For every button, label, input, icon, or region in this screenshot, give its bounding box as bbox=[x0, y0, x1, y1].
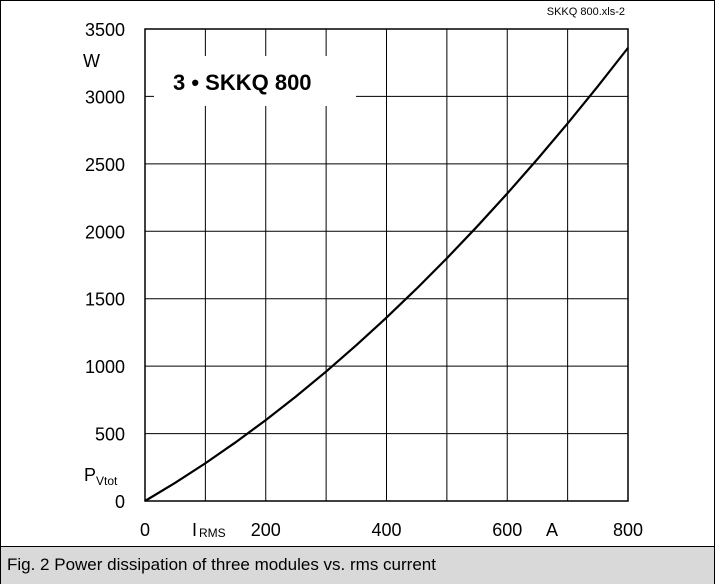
x-tick-label: 800 bbox=[613, 520, 643, 540]
y-axis-label: PVtot bbox=[84, 465, 118, 488]
source-label: SKKQ 800.xls-2 bbox=[547, 6, 625, 18]
y-tick-label: 1000 bbox=[85, 357, 125, 377]
series-line bbox=[144, 47, 629, 502]
y-tick-label: 2000 bbox=[85, 222, 125, 242]
x-tick-label: 400 bbox=[371, 520, 401, 540]
y-axis-unit: W bbox=[83, 51, 100, 71]
x-axis-label: I RMS bbox=[192, 520, 226, 540]
x-axis-unit: A bbox=[546, 520, 558, 540]
tick-labels: 0 500 1000 1500 2000 2500 3000 3500 0 200 400 600 80… bbox=[85, 20, 643, 540]
x-axis-symbol: I bbox=[192, 520, 197, 540]
chart: 0 500 1000 1500 2000 2500 3000 3500 0 200 400 600 80… bbox=[83, 6, 643, 540]
x-tick-label: 0 bbox=[140, 520, 150, 540]
series-layer bbox=[144, 47, 629, 502]
plot-area bbox=[144, 28, 629, 502]
y-tick-label: 3000 bbox=[85, 87, 125, 107]
y-tick-label: 500 bbox=[95, 425, 125, 445]
inset-title: 3 • SKKQ 800 bbox=[173, 70, 312, 95]
y-tick-label: 1500 bbox=[85, 290, 125, 310]
y-tick-label: 0 bbox=[115, 492, 125, 512]
y-tick-label: 3500 bbox=[85, 20, 125, 40]
figure-caption: Fig. 2 Power dissipation of three module… bbox=[7, 555, 436, 574]
caption-box: Fig. 2 Power dissipation of three module… bbox=[1, 546, 714, 584]
y-axis-symbol: P bbox=[84, 465, 96, 485]
x-axis-subscript: RMS bbox=[199, 526, 226, 540]
grid-lines bbox=[145, 29, 628, 501]
x-tick-label: 200 bbox=[251, 520, 281, 540]
y-axis-subscript: Vtot bbox=[96, 474, 118, 488]
x-tick-label: 600 bbox=[492, 520, 522, 540]
y-tick-label: 2500 bbox=[85, 155, 125, 175]
inset-title-box bbox=[154, 56, 356, 106]
